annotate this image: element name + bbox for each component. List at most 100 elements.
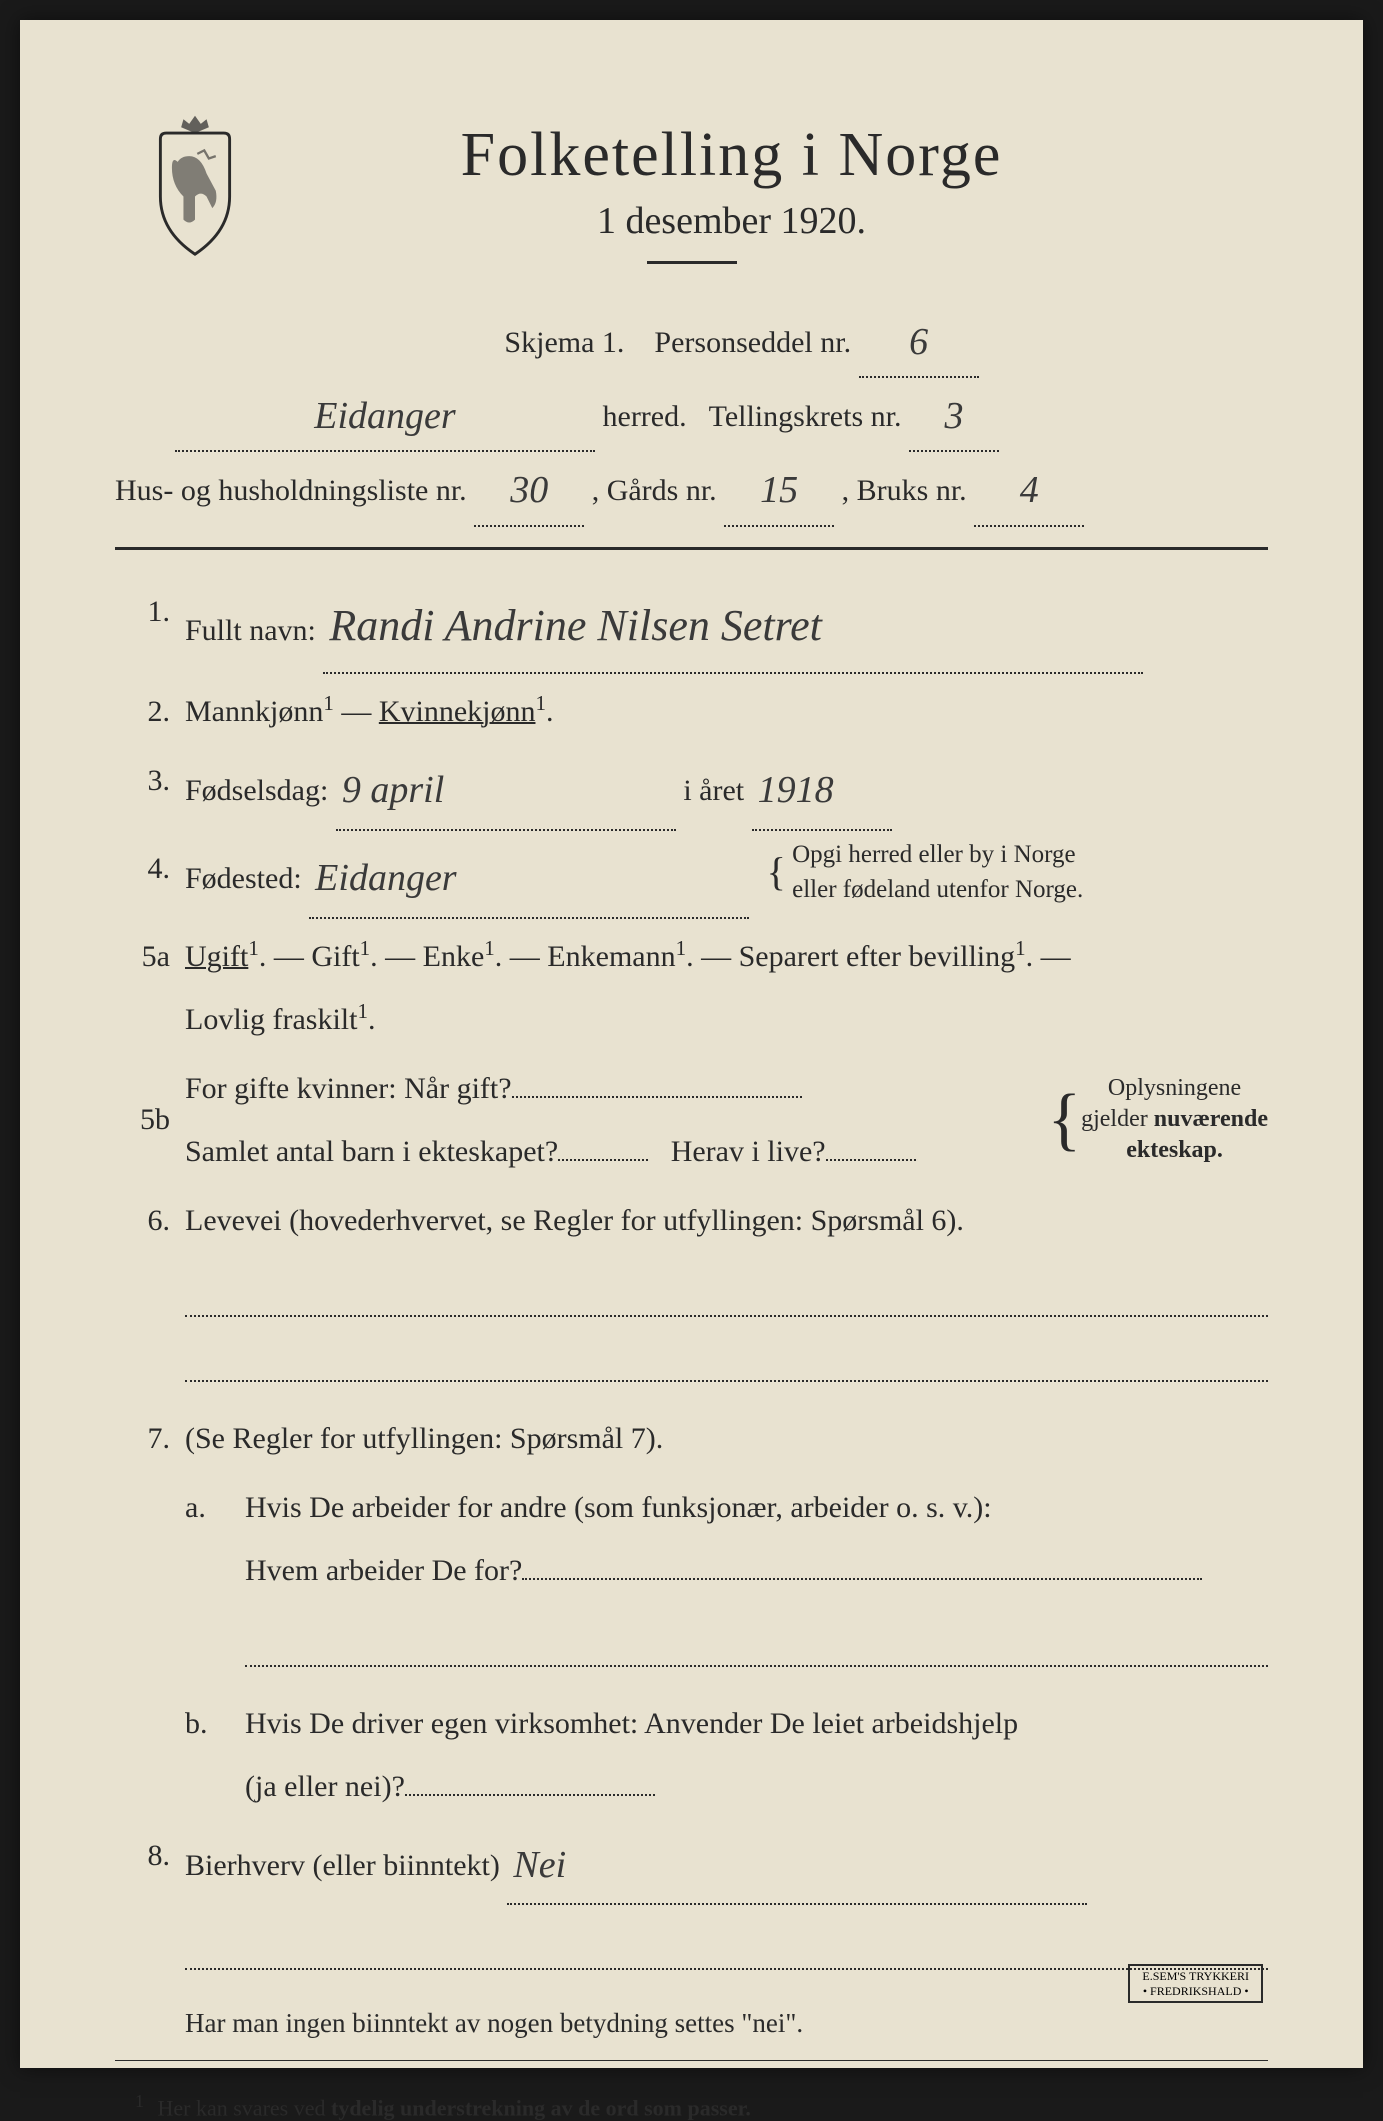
q2-sup1: 1 (323, 691, 334, 715)
husliste-value: 30 (510, 469, 548, 511)
question-1: 1. Fullt navn: Randi Andrine Nilsen Setr… (115, 580, 1268, 674)
question-4: 4. Fødested: Eidanger { Opgi herred elle… (115, 837, 1268, 919)
q4-note-line2: eller fødeland utenfor Norge. (792, 876, 1083, 903)
q5b-gift-field (512, 1096, 802, 1098)
q7-label: (Se Regler for utfyllingen: Spørsmål 7). (185, 1422, 663, 1455)
footnote: 1 Her kan svares ved tydelig understrekn… (115, 2091, 1268, 2121)
q1-label: Fullt navn: (185, 614, 316, 647)
q5a-ugift: Ugift (185, 940, 248, 973)
q2-sup2: 1 (535, 691, 546, 715)
q7b-line1: Hvis De driver egen virksomhet: Anvender… (245, 1707, 1018, 1740)
q3-year-value: 1918 (758, 769, 834, 811)
question-7a: a. Hvis De arbeider for andre (som funks… (115, 1476, 1268, 1602)
meta-line-2: Eidanger herred. Tellingskrets nr. 3 (115, 378, 1268, 452)
question-8: 8. Bierhverv (eller biinntekt) Nei (115, 1824, 1268, 1906)
tellingskrets-label: Tellingskrets nr. (709, 400, 902, 433)
q4-value: Eidanger (315, 857, 456, 899)
meta-line-1: Skjema 1. Personseddel nr. 6 (215, 304, 1268, 378)
q5a-enke: Enke (423, 940, 485, 973)
header: Folketelling i Norge 1 desember 1920. (115, 120, 1268, 264)
bruks-label: , Bruks nr. (842, 474, 967, 507)
q2-period: . (546, 695, 554, 728)
census-form-page: Folketelling i Norge 1 desember 1920. Sk… (20, 20, 1363, 2068)
footnote-text-b: tydelig understrekning av de ord som pas… (331, 2095, 751, 2120)
skjema-label: Skjema 1. (504, 326, 624, 359)
gards-value: 15 (760, 469, 798, 511)
q3-day-value: 9 april (342, 769, 444, 811)
question-7: 7. (Se Regler for utfyllingen: Spørsmål … (115, 1407, 1268, 1470)
form-metadata: Skjema 1. Personseddel nr. 6 Eidanger he… (115, 304, 1268, 527)
q3-year-label: i året (683, 774, 744, 807)
q5a-gift: Gift (311, 940, 359, 973)
husliste-label: Hus- og husholdningsliste nr. (115, 474, 467, 507)
q7-num: 7. (115, 1407, 170, 1470)
printer-line1: E.SEM'S TRYKKERI (1142, 1969, 1249, 1983)
q7a-field-2 (245, 1627, 1268, 1667)
q5a-enkemann: Enkemann (547, 940, 675, 973)
q5b-num: 5b (115, 1088, 170, 1151)
footnote-num: 1 (135, 2091, 144, 2111)
q6-label: Levevei (hovederhvervet, se Regler for u… (185, 1204, 964, 1237)
q7b-letter: b. (185, 1692, 208, 1755)
q2-num: 2. (115, 680, 170, 743)
q4-note-line1: Opgi herred eller by i Norge (792, 841, 1075, 868)
question-5a: 5a Ugift1. — Gift1. — Enke1. — Enkemann1… (115, 925, 1268, 1051)
q1-field: Randi Andrine Nilsen Setret (323, 580, 1143, 674)
page-subtitle: 1 desember 1920. (195, 199, 1268, 243)
question-5b: 5b For gifte kvinner: Når gift? Samlet a… (115, 1057, 1268, 1183)
q8-field-2 (185, 1930, 1268, 1970)
q6-num: 6. (115, 1189, 170, 1252)
q3-year-field: 1918 (752, 749, 892, 831)
q2-dash: — (334, 695, 379, 728)
q4-note: { Opgi herred eller by i Norge eller fød… (767, 837, 1084, 907)
q7a-line2: Hvem arbeider De for? (245, 1554, 522, 1587)
q5a-separert: Separert efter bevilling (739, 940, 1016, 973)
tellingskrets-value: 3 (944, 395, 963, 437)
q5a-fraskilt: Lovlig fraskilt (185, 1003, 357, 1036)
q5b-live-field (826, 1159, 916, 1161)
question-6: 6. Levevei (hovederhvervet, se Regler fo… (115, 1189, 1268, 1252)
herred-field: Eidanger (175, 378, 595, 452)
q1-value: Randi Andrine Nilsen Setret (329, 601, 822, 650)
q7a-field (522, 1578, 1202, 1580)
q2-kvinne: Kvinnekjønn (379, 695, 536, 728)
q5b-line1: For gifte kvinner: Når gift? (185, 1072, 512, 1105)
q8-num: 8. (115, 1824, 170, 1887)
gards-label: , Gårds nr. (592, 474, 717, 507)
personseddel-label: Personseddel nr. (654, 326, 851, 359)
q8-note: Har man ingen biinntekt av nogen betydni… (115, 1995, 1268, 2052)
footnote-text-a: Her kan svares ved (158, 2095, 332, 2120)
q5b-note-group: { Oplysningene gjelder nuværende ekteska… (1048, 1073, 1269, 1167)
q5b-barn-field (558, 1159, 648, 1161)
tellingskrets-field: 3 (909, 378, 999, 452)
q6-field-1 (185, 1277, 1268, 1317)
q7b-line2: (ja eller nei)? (245, 1770, 405, 1803)
printer-line2: • FREDRIKSHALD • (1142, 1984, 1249, 1998)
q2-mann: Mannkjønn (185, 695, 323, 728)
page-title: Folketelling i Norge (195, 120, 1268, 191)
divider-thin (115, 2060, 1268, 2061)
divider-thick (115, 547, 1268, 550)
herred-label: herred. (603, 400, 687, 433)
q4-field: Eidanger (309, 837, 749, 919)
coat-of-arms-icon (135, 110, 255, 260)
q8-label: Bierhverv (eller biinntekt) (185, 1849, 500, 1882)
q4-label: Fødested: (185, 862, 302, 895)
question-7b: b. Hvis De driver egen virksomhet: Anven… (115, 1692, 1268, 1818)
bruks-value: 4 (1020, 469, 1039, 511)
question-2: 2. Mannkjønn1 — Kvinnekjønn1. (115, 680, 1268, 743)
q3-day-field: 9 april (336, 749, 676, 831)
q4-num: 4. (115, 837, 170, 900)
q7b-field (405, 1794, 655, 1796)
personseddel-value: 6 (909, 321, 928, 363)
printer-stamp: E.SEM'S TRYKKERI • FREDRIKSHALD • (1128, 1964, 1263, 2003)
title-divider (647, 261, 737, 264)
question-3: 3. Fødselsdag: 9 april i året 1918 (115, 749, 1268, 831)
q5b-note2: gjelder nuværende (1081, 1106, 1268, 1132)
bruks-field: 4 (974, 452, 1084, 526)
q8-value: Nei (513, 1844, 566, 1886)
q6-field-2 (185, 1342, 1268, 1382)
q3-num: 3. (115, 749, 170, 812)
husliste-field: 30 (474, 452, 584, 526)
q3-label: Fødselsdag: (185, 774, 328, 807)
